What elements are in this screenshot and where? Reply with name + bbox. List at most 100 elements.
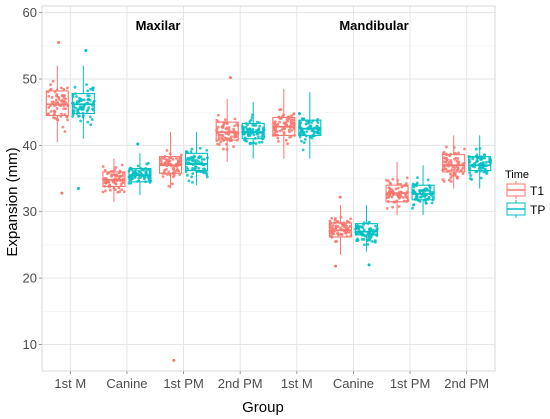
point-t1 [233, 117, 237, 121]
x-tick-label: 1st M [281, 376, 313, 391]
point-t1 [290, 129, 294, 132]
point-t1 [54, 94, 58, 98]
point-t1 [343, 225, 346, 229]
point-tp [360, 232, 363, 235]
point-t1 [66, 86, 69, 90]
point-t1 [63, 130, 67, 133]
point-tp [477, 167, 481, 171]
y-tick-label: 20 [23, 271, 37, 286]
point-tp [484, 161, 488, 164]
point-tp [412, 189, 416, 193]
point-tp [88, 98, 92, 102]
legend-title: Time [505, 169, 529, 181]
point-tp [87, 94, 91, 98]
point-tp [245, 128, 249, 131]
point-tp [79, 119, 82, 123]
point-tp [300, 139, 303, 143]
point-tp [423, 188, 427, 192]
point-t1 [334, 224, 338, 228]
facet-label-mandibular: Mandibular [339, 18, 408, 33]
point-t1 [217, 143, 221, 147]
point-t1 [349, 217, 353, 221]
point-tp [198, 155, 202, 159]
point-t1 [227, 133, 230, 136]
point-t1 [456, 175, 459, 179]
point-tp [243, 138, 246, 142]
point-t1 [225, 122, 229, 126]
point-t1 [167, 161, 171, 165]
point-tp [305, 130, 309, 134]
point-tp [191, 166, 195, 170]
point-tp [483, 156, 486, 160]
point-tp [469, 174, 473, 177]
point-t1 [286, 119, 289, 123]
point-t1 [449, 161, 453, 164]
point-tp [424, 201, 428, 204]
point-t1 [115, 173, 119, 177]
outlier-point-tp [76, 187, 80, 190]
point-t1 [121, 171, 125, 175]
box-t1 [442, 135, 466, 189]
point-t1 [120, 163, 124, 167]
point-t1 [216, 125, 220, 129]
point-t1 [385, 206, 389, 210]
point-t1 [162, 157, 166, 160]
point-t1 [401, 196, 405, 200]
x-tick-label: 1st PM [163, 376, 203, 391]
point-t1 [278, 120, 282, 124]
box-iqr [185, 152, 209, 172]
legend-label-t1: T1 [530, 184, 544, 198]
point-tp [366, 243, 370, 246]
point-tp [133, 175, 137, 179]
point-tp [317, 131, 320, 135]
point-tp [190, 175, 194, 179]
point-t1 [276, 140, 280, 143]
point-t1 [447, 178, 451, 182]
point-tp [481, 166, 485, 170]
point-tp [369, 236, 373, 239]
box-t1 [102, 158, 126, 202]
point-tp [468, 171, 471, 175]
point-t1 [51, 79, 55, 83]
x-tick-label: Canine [106, 376, 147, 391]
point-t1 [445, 145, 448, 149]
point-t1 [332, 232, 336, 236]
point-tp [362, 238, 366, 241]
point-tp [249, 128, 253, 132]
point-tp [481, 161, 485, 164]
y-tick-label: 60 [23, 5, 37, 20]
point-tp [298, 135, 302, 139]
point-tp [189, 150, 193, 154]
point-tp [198, 146, 202, 150]
point-t1 [453, 157, 457, 161]
point-t1 [453, 166, 457, 169]
point-tp [186, 173, 189, 177]
point-t1 [282, 127, 286, 131]
point-tp [252, 124, 256, 127]
outlier-point-t1 [60, 191, 64, 195]
point-tp [191, 172, 195, 176]
box-tp [185, 132, 209, 186]
point-tp [203, 167, 206, 171]
point-tp [137, 176, 141, 180]
point-tp [139, 171, 143, 175]
point-tp [371, 240, 374, 243]
point-tp [312, 131, 316, 135]
box-iqr [354, 223, 378, 236]
point-t1 [218, 133, 222, 137]
point-tp [299, 121, 302, 125]
legend: Time T1 TP [505, 169, 545, 218]
point-t1 [452, 168, 456, 172]
point-t1 [110, 173, 114, 177]
point-t1 [49, 110, 53, 113]
point-t1 [120, 188, 124, 192]
x-tick-label: 1st PM [390, 376, 430, 391]
point-tp [483, 153, 486, 157]
point-t1 [286, 142, 289, 146]
point-t1 [463, 147, 466, 151]
point-t1 [159, 162, 163, 165]
point-tp [73, 85, 77, 89]
point-tp [72, 105, 76, 109]
outlier-point-t1 [338, 195, 342, 199]
